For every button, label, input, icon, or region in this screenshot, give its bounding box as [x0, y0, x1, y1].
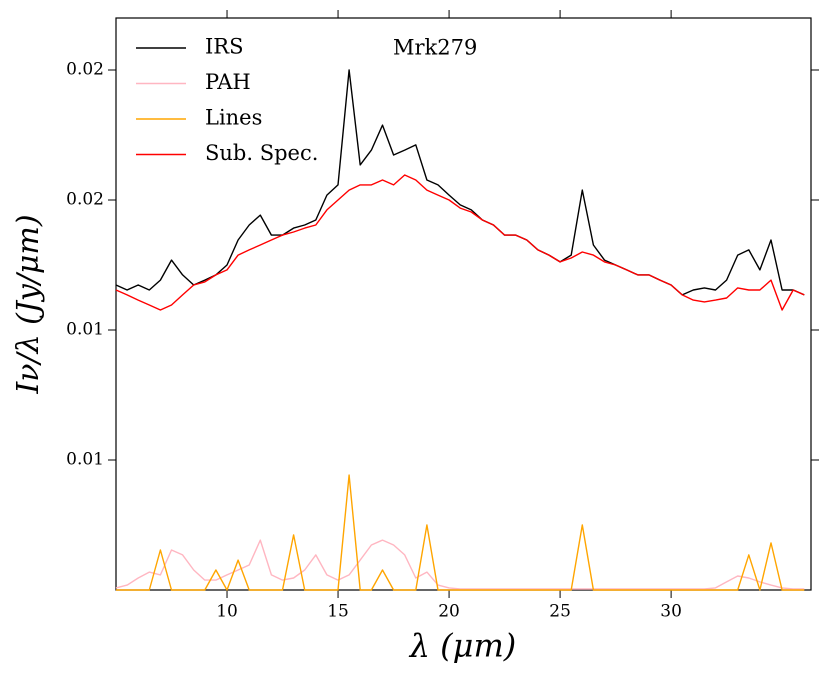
x-tick-label: 15 — [327, 602, 349, 622]
legend-label: Sub. Spec. — [205, 141, 318, 165]
x-tick-label: 30 — [660, 602, 682, 622]
y-axis-label: Iν/λ (Jy/μm) — [11, 214, 46, 394]
x-tick-label: 20 — [438, 602, 460, 622]
series-line — [115, 539, 805, 590]
y-tick-label: 0.02 — [66, 60, 104, 80]
plot-frame — [115, 17, 812, 591]
legend-label: Lines — [205, 106, 262, 130]
x-tick-label: 10 — [216, 602, 238, 622]
annotation: Mrk279 — [393, 36, 477, 60]
series-line — [115, 69, 805, 296]
y-tick-label: 0.01 — [66, 320, 104, 340]
x-axis-label: λ (μm) — [408, 627, 517, 665]
y-tick-label: 0.02 — [66, 190, 104, 210]
series-line — [115, 174, 805, 311]
y-tick-label: 0.01 — [66, 450, 104, 470]
x-tick-label: 25 — [549, 602, 571, 622]
legend-label: IRS — [205, 35, 244, 59]
series-line — [116, 474, 805, 591]
legend-label: PAH — [205, 70, 251, 94]
